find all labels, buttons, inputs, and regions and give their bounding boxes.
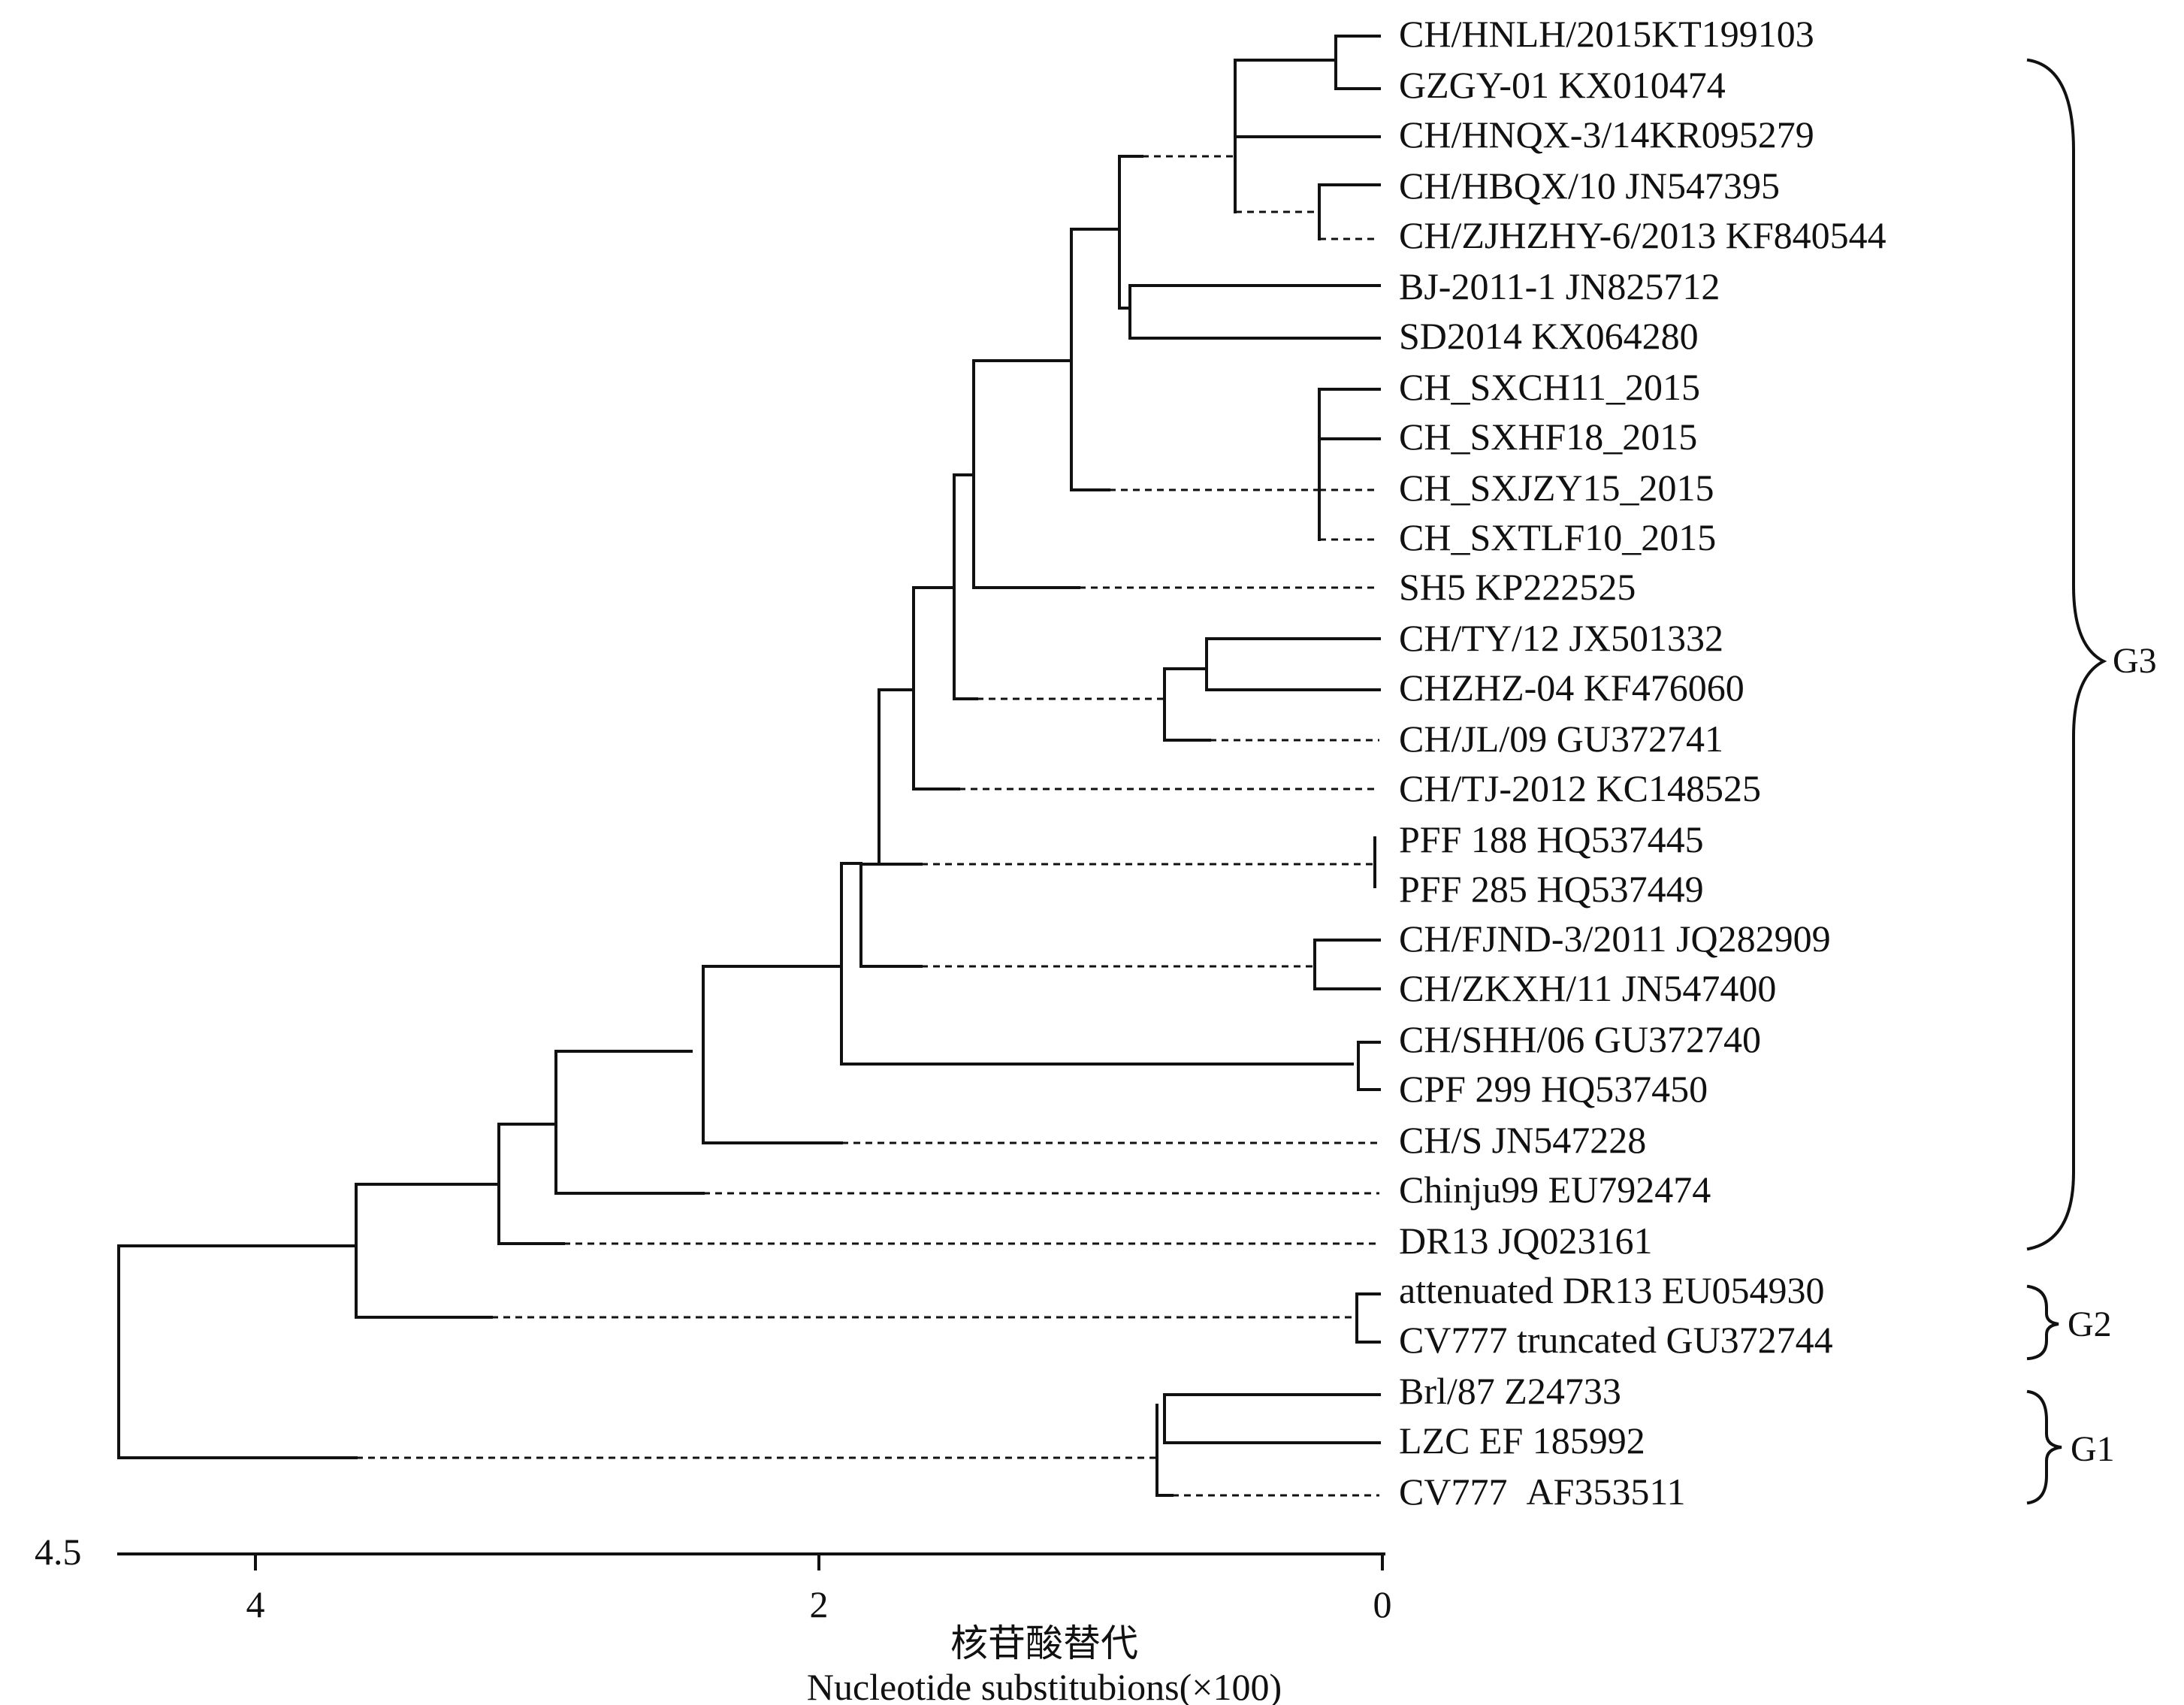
group-label-g3: G3 <box>2113 641 2157 681</box>
axis-tick-label: 2 <box>810 1583 829 1625</box>
leaf-label: CV777 AF353511 <box>1399 1471 1686 1513</box>
leaf-label: DR13 JQ023161 <box>1399 1220 1653 1262</box>
g1-brace <box>2026 1389 2062 1505</box>
leaf-label: CH_SXJZY15_2015 <box>1399 467 1714 509</box>
leaf-label: CH/HBQX/10 JN547395 <box>1399 165 1780 207</box>
leaf-label: Brl/87 Z24733 <box>1399 1370 1621 1412</box>
scale-axis: 4.5 4 2 0 核苷酸替代 Nucleotide substitubions… <box>35 1531 1392 1705</box>
leaf-label: CH/TY/12 JX501332 <box>1399 617 1723 659</box>
leaf-label: CH/HNLH/2015KT199103 <box>1399 13 1814 55</box>
leaf-label: SD2014 KX064280 <box>1399 315 1699 357</box>
group-label-g2: G2 <box>2068 1304 2112 1344</box>
axis-label-cn: 核苷酸替代 <box>950 1622 1138 1665</box>
group-braces: G3 G2 G1 <box>2026 58 2157 1505</box>
group-label-g1: G1 <box>2071 1429 2115 1469</box>
leaf-label: LZC EF 185992 <box>1399 1419 1645 1462</box>
axis-tick-label: 0 <box>1373 1583 1392 1625</box>
tree-branches <box>117 35 1381 1497</box>
leaf-label: CH/ZKXH/11 JN547400 <box>1399 967 1776 1009</box>
leaf-label: CH/S JN547228 <box>1399 1119 1646 1161</box>
leaf-label: GZGY-01 KX010474 <box>1399 64 1726 106</box>
leaf-label: CH/ZJHZHY-6/2013 KF840544 <box>1399 214 1886 256</box>
leaf-label: CV777 truncated GU372744 <box>1399 1319 1833 1361</box>
leaf-label: CH/SHH/06 GU372740 <box>1399 1018 1761 1060</box>
leaf-label: CH/HNQX-3/14KR095279 <box>1399 113 1814 156</box>
axis-label-en: Nucleotide substitubions(×100) <box>807 1666 1282 1705</box>
g2-brace <box>2026 1284 2059 1361</box>
leaf-label: PFF 285 HQ537449 <box>1399 868 1704 910</box>
leaf-label: PFF 188 HQ537445 <box>1399 818 1704 860</box>
leaf-label: CH/JL/09 GU372741 <box>1399 718 1723 760</box>
leaf-label: SH5 KP222525 <box>1399 566 1636 608</box>
leaf-label: CPF 299 HQ537450 <box>1399 1068 1708 1110</box>
leaf-label: attenuated DR13 EU054930 <box>1399 1269 1825 1311</box>
leaf-labels: CH/HNLH/2015KT199103 GZGY-01 KX010474 CH… <box>1399 13 1886 1513</box>
leaf-label: CH_SXCH11_2015 <box>1399 366 1700 408</box>
leaf-label: Chinju99 EU792474 <box>1399 1168 1711 1211</box>
axis-tick-label: 4 <box>246 1583 265 1625</box>
leaf-label: CH_SXHF18_2015 <box>1399 416 1697 458</box>
g3-brace <box>2026 58 2107 1251</box>
leaf-label: BJ-2011-1 JN825712 <box>1399 265 1720 307</box>
leaf-label: CH/TJ-2012 KC148525 <box>1399 767 1761 809</box>
leaf-label: CH/FJND-3/2011 JQ282909 <box>1399 917 1831 960</box>
leaf-label: CH_SXTLF10_2015 <box>1399 516 1716 558</box>
leaf-label: CHZHZ-04 KF476060 <box>1399 667 1744 709</box>
axis-left-value: 4.5 <box>35 1531 82 1573</box>
